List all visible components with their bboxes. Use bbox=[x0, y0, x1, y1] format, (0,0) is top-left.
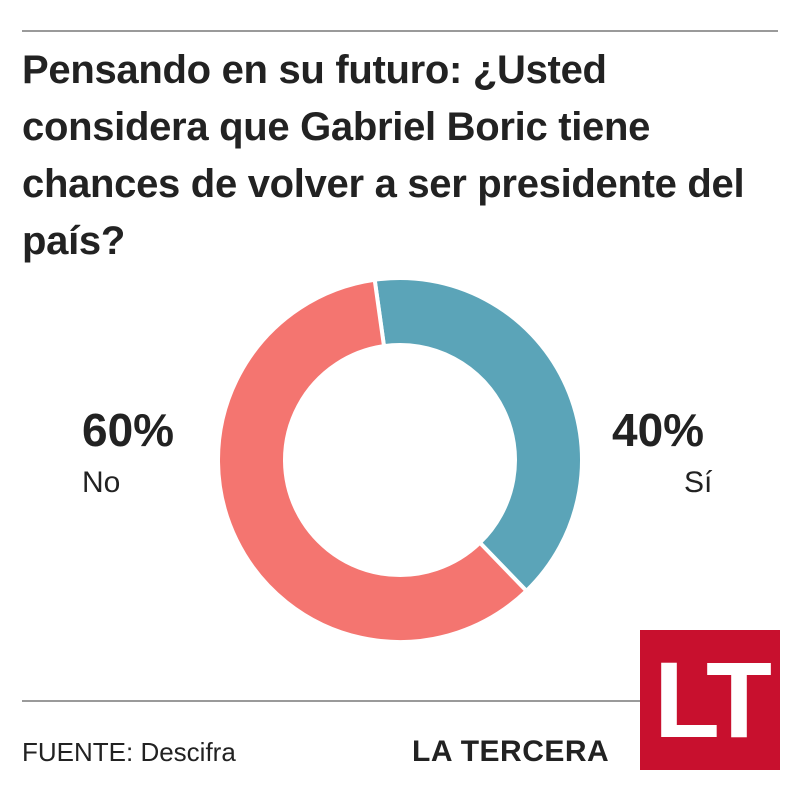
logo-lettering: LT bbox=[654, 639, 772, 760]
slice-label-no-value: 60% bbox=[82, 404, 175, 456]
donut-slice-no bbox=[216, 277, 530, 644]
slice-label-si-category: Sí bbox=[684, 466, 713, 499]
source-note: FUENTE: Descifra bbox=[22, 737, 236, 767]
la-tercera-logo: LT bbox=[640, 630, 780, 770]
slice-label-si-value: 40% bbox=[612, 404, 705, 456]
slice-label-no-category: No bbox=[82, 466, 121, 499]
donut-slice-si bbox=[372, 276, 584, 594]
brand-wordmark: LA TERCERA bbox=[412, 735, 610, 768]
chart-title: Pensando en su futuro: ¿Usted considera … bbox=[22, 48, 745, 263]
bottom-divider bbox=[22, 700, 778, 702]
top-divider bbox=[22, 30, 778, 32]
